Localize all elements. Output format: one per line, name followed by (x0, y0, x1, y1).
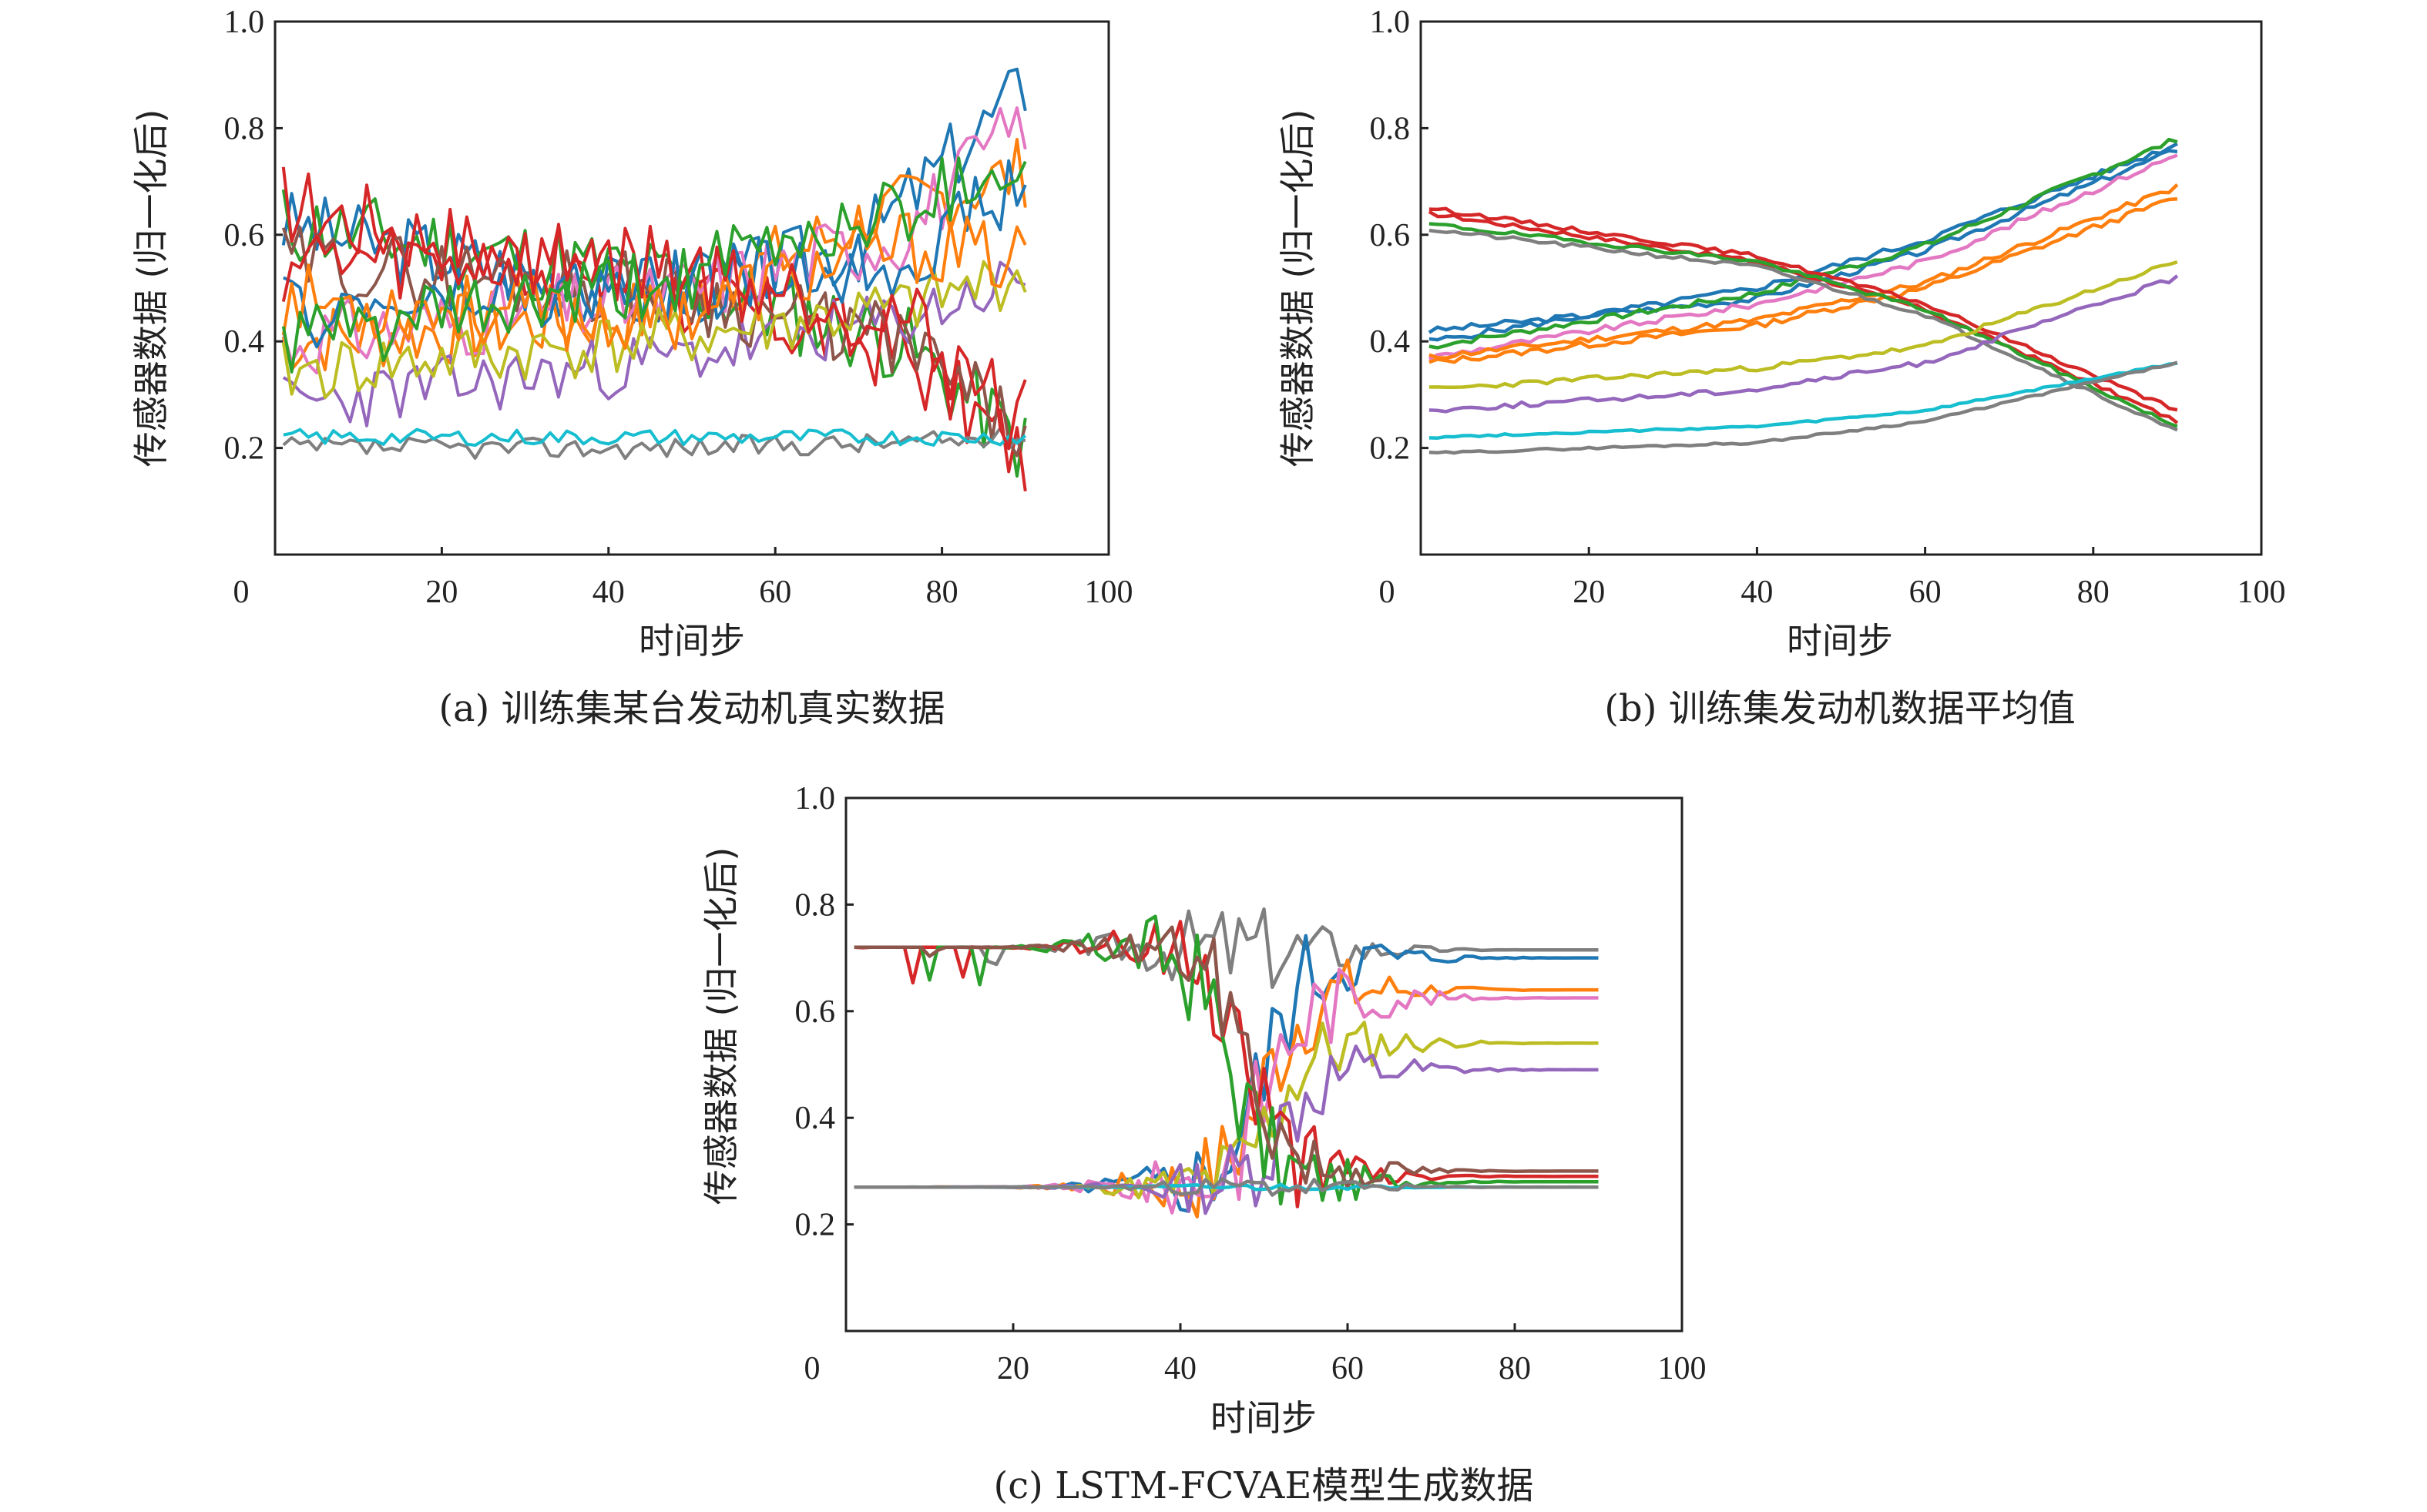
panel-a-series-10-line (283, 427, 1027, 448)
panel-c-ytick-label: 0.8 (795, 887, 836, 923)
panel-a-ytick-label: 0.4 (224, 324, 265, 360)
panel-b-series (1428, 137, 2179, 455)
panel-c-ytick-label: 0.2 (795, 1208, 836, 1243)
panel-b-series-10-line (1428, 228, 2178, 432)
panel-c-xtick-label: 100 (1658, 1351, 1707, 1386)
panel-b-frame (1419, 20, 2263, 556)
panel-a-xtick-label: 80 (926, 575, 958, 610)
panel-c-xtick-label: 40 (1164, 1351, 1197, 1386)
panel-a-caption: (a) 训练集某台发动机真实数据 (438, 687, 945, 730)
panel-c-series-9-line (854, 925, 1599, 1189)
panel-a: 0 20 40 60 80 100 0.2 0.4 0.6 0.8 1.0 传感器数据 (归一化后)… (130, 5, 1133, 730)
panel-b-series-9-line (1428, 222, 2178, 428)
panel-b-ytick-label: 0.4 (1370, 324, 1411, 360)
panel-c-xtick-label: 80 (1499, 1351, 1531, 1386)
panel-c-ytick-label: 0.6 (795, 994, 836, 1030)
panel-a-xlabel: 时间步 (639, 620, 745, 662)
panel-b-ytick-label: 0.2 (1370, 431, 1411, 467)
panel-b-ytick-label: 0.6 (1370, 218, 1411, 253)
panel-a-ylabel: 传感器数据 (归一化后) (130, 109, 172, 468)
panel-a-ytick-label: 0.8 (224, 111, 265, 146)
panel-b-ylabel: 传感器数据 (归一化后) (1277, 109, 1318, 468)
panel-a-axis-ticks: 0 20 40 60 80 100 0.2 0.4 0.6 0.8 1.0 (224, 5, 1133, 610)
panel-b-ytick-label: 1.0 (1370, 5, 1411, 40)
panel-b-xtick-label: 80 (2077, 575, 2110, 610)
panel-a-xtick-label: 60 (759, 575, 791, 610)
panel-b-xtick-label: 20 (1573, 575, 1605, 610)
panel-b-series-11-line (1428, 260, 2178, 390)
panel-c-ytick-label: 1.0 (795, 781, 836, 816)
panel-c: 0 20 40 60 80 100 0.2 0.4 0.6 0.8 1.0 传感器数据 (归一化后)… (700, 781, 1707, 1507)
panel-a-xtick-label: 0 (233, 575, 250, 610)
panel-c-frame (844, 796, 1683, 1333)
panel-b-caption: (b) 训练集发动机数据平均值 (1604, 687, 2075, 730)
panel-a-ytick-label: 0.6 (224, 218, 265, 253)
panel-a-frame (274, 20, 1110, 556)
panel-a-series-9-line (281, 260, 1027, 399)
panel-a-series (281, 67, 1027, 491)
panel-b-xtick-label: 40 (1741, 575, 1773, 610)
panel-b-xtick-label: 100 (2237, 575, 2286, 610)
panel-a-series-14-line (281, 156, 1027, 374)
panel-c-ylabel: 传感器数据 (归一化后) (700, 847, 742, 1205)
panel-a-ytick-label: 0.2 (224, 431, 265, 467)
panel-a-series-5-line (282, 260, 1026, 427)
panel-c-caption: (c) LSTM-FCVAE模型生成数据 (994, 1464, 1534, 1507)
panel-a-xtick-label: 100 (1085, 575, 1133, 610)
panel-b-xlabel: 时间步 (1787, 620, 1893, 662)
panel-b-series-13-line (1428, 361, 2178, 440)
panel-b-axis-ticks: 0 20 40 60 80 100 0.2 0.4 0.6 0.8 1.0 (1370, 5, 2286, 610)
panel-b-series-5-line (1428, 183, 2179, 360)
panel-c-series-11-line (854, 1177, 1599, 1197)
panel-a-ytick-label: 1.0 (224, 5, 265, 40)
panel-b-xtick-label: 60 (1909, 575, 1942, 610)
panel-b: 0 20 40 60 80 100 0.2 0.4 0.6 0.8 1.0 传感器数据 (归一化后)… (1277, 5, 2286, 730)
panel-c-xtick-label: 20 (997, 1351, 1029, 1386)
panel-b-series-7-line (1428, 206, 2178, 412)
panel-a-xtick-label: 20 (425, 575, 458, 610)
panel-c-axis-ticks: 0 20 40 60 80 100 0.2 0.4 0.6 0.8 1.0 (795, 781, 1707, 1386)
panel-a-series-8-line (282, 426, 1026, 461)
panel-c-series (854, 907, 1599, 1219)
panel-c-xtick-label: 0 (804, 1351, 821, 1386)
panel-b-series-6-line (1428, 196, 2178, 364)
panel-a-xtick-label: 40 (592, 575, 625, 610)
panel-b-ytick-label: 0.8 (1370, 111, 1411, 146)
panel-b-series-12-line (1428, 274, 2179, 414)
panel-c-xtick-label: 60 (1331, 1351, 1364, 1386)
panel-c-series-8-line (854, 914, 1599, 1206)
panel-b-series-4-line (1428, 153, 2178, 361)
panel-b-xtick-label: 0 (1379, 575, 1395, 610)
panel-b-series-1-line (1428, 149, 2178, 334)
panel-b-series-14-line (1428, 360, 2178, 455)
panel-c-ytick-label: 0.4 (795, 1101, 836, 1136)
panel-c-xlabel: 时间步 (1210, 1397, 1317, 1439)
panel-a-series-13-line (281, 224, 1027, 451)
